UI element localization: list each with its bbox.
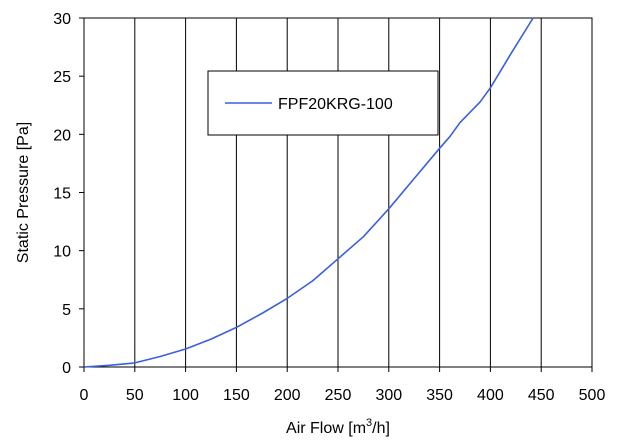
y-tick-label: 5 bbox=[62, 302, 71, 319]
x-tick-label: 150 bbox=[223, 387, 250, 404]
x-tick-label: 400 bbox=[477, 387, 504, 404]
y-tick-label: 10 bbox=[53, 244, 71, 261]
y-tick-label: 30 bbox=[53, 11, 71, 28]
x-axis-title-tail: /h] bbox=[372, 420, 390, 437]
x-tick-label: 350 bbox=[426, 387, 453, 404]
x-axis-title: Air Flow [m3/h] bbox=[286, 417, 390, 437]
x-axis-title-main: Air Flow [m bbox=[286, 420, 366, 437]
x-tick-label: 100 bbox=[172, 387, 199, 404]
x-tick-label: 500 bbox=[579, 387, 606, 404]
x-tick-label: 250 bbox=[325, 387, 352, 404]
y-tick-label: 15 bbox=[53, 186, 71, 203]
y-tick-label: 25 bbox=[53, 69, 71, 86]
x-tick-label: 450 bbox=[528, 387, 555, 404]
x-axis-title-superscript: 3 bbox=[366, 417, 372, 429]
y-axis-ticks: 0 5 10 15 20 25 30 bbox=[53, 11, 84, 377]
legend: FPF20KRG-100 bbox=[207, 70, 439, 136]
y-tick-label: 0 bbox=[62, 360, 71, 377]
x-tick-label: 0 bbox=[80, 387, 89, 404]
x-tick-label: 50 bbox=[126, 387, 144, 404]
y-axis-title: Static Pressure [Pa] bbox=[15, 122, 32, 263]
x-tick-label: 200 bbox=[274, 387, 301, 404]
grid-lines bbox=[134, 18, 542, 367]
y-tick-label: 20 bbox=[53, 127, 71, 144]
series-layer bbox=[83, 17, 534, 368]
x-axis-ticks: 0 50 100 150 200 250 300 350 400 450 500 bbox=[80, 367, 606, 404]
x-tick-label: 300 bbox=[375, 387, 402, 404]
series-line bbox=[83, 17, 534, 368]
legend-label: FPF20KRG-100 bbox=[278, 96, 393, 113]
